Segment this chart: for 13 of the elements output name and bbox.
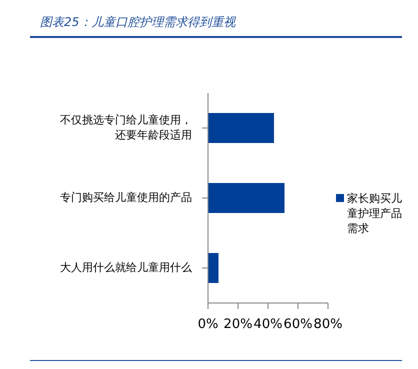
x-tick-label: 0% bbox=[198, 317, 218, 332]
x-tick-label: 20% bbox=[224, 317, 252, 332]
y-tick-label: 不仅挑选专门给儿童使用，还要年龄段适用 bbox=[60, 114, 192, 142]
bar bbox=[208, 253, 218, 283]
chart-title: 图表25：儿童口腔护理需求得到重视 bbox=[40, 14, 236, 31]
bar bbox=[208, 183, 284, 213]
bar bbox=[208, 113, 274, 143]
x-tick-label: 60% bbox=[284, 317, 312, 332]
y-tick-label: 大人用什么就给儿童用什么 bbox=[60, 261, 192, 274]
y-tick-label: 专门购买给儿童使用的产品 bbox=[60, 191, 192, 204]
x-tick-label: 80% bbox=[314, 317, 342, 332]
x-tick-label: 40% bbox=[254, 317, 282, 332]
legend-label: 家长购买儿童护理产品需求 bbox=[347, 190, 403, 236]
